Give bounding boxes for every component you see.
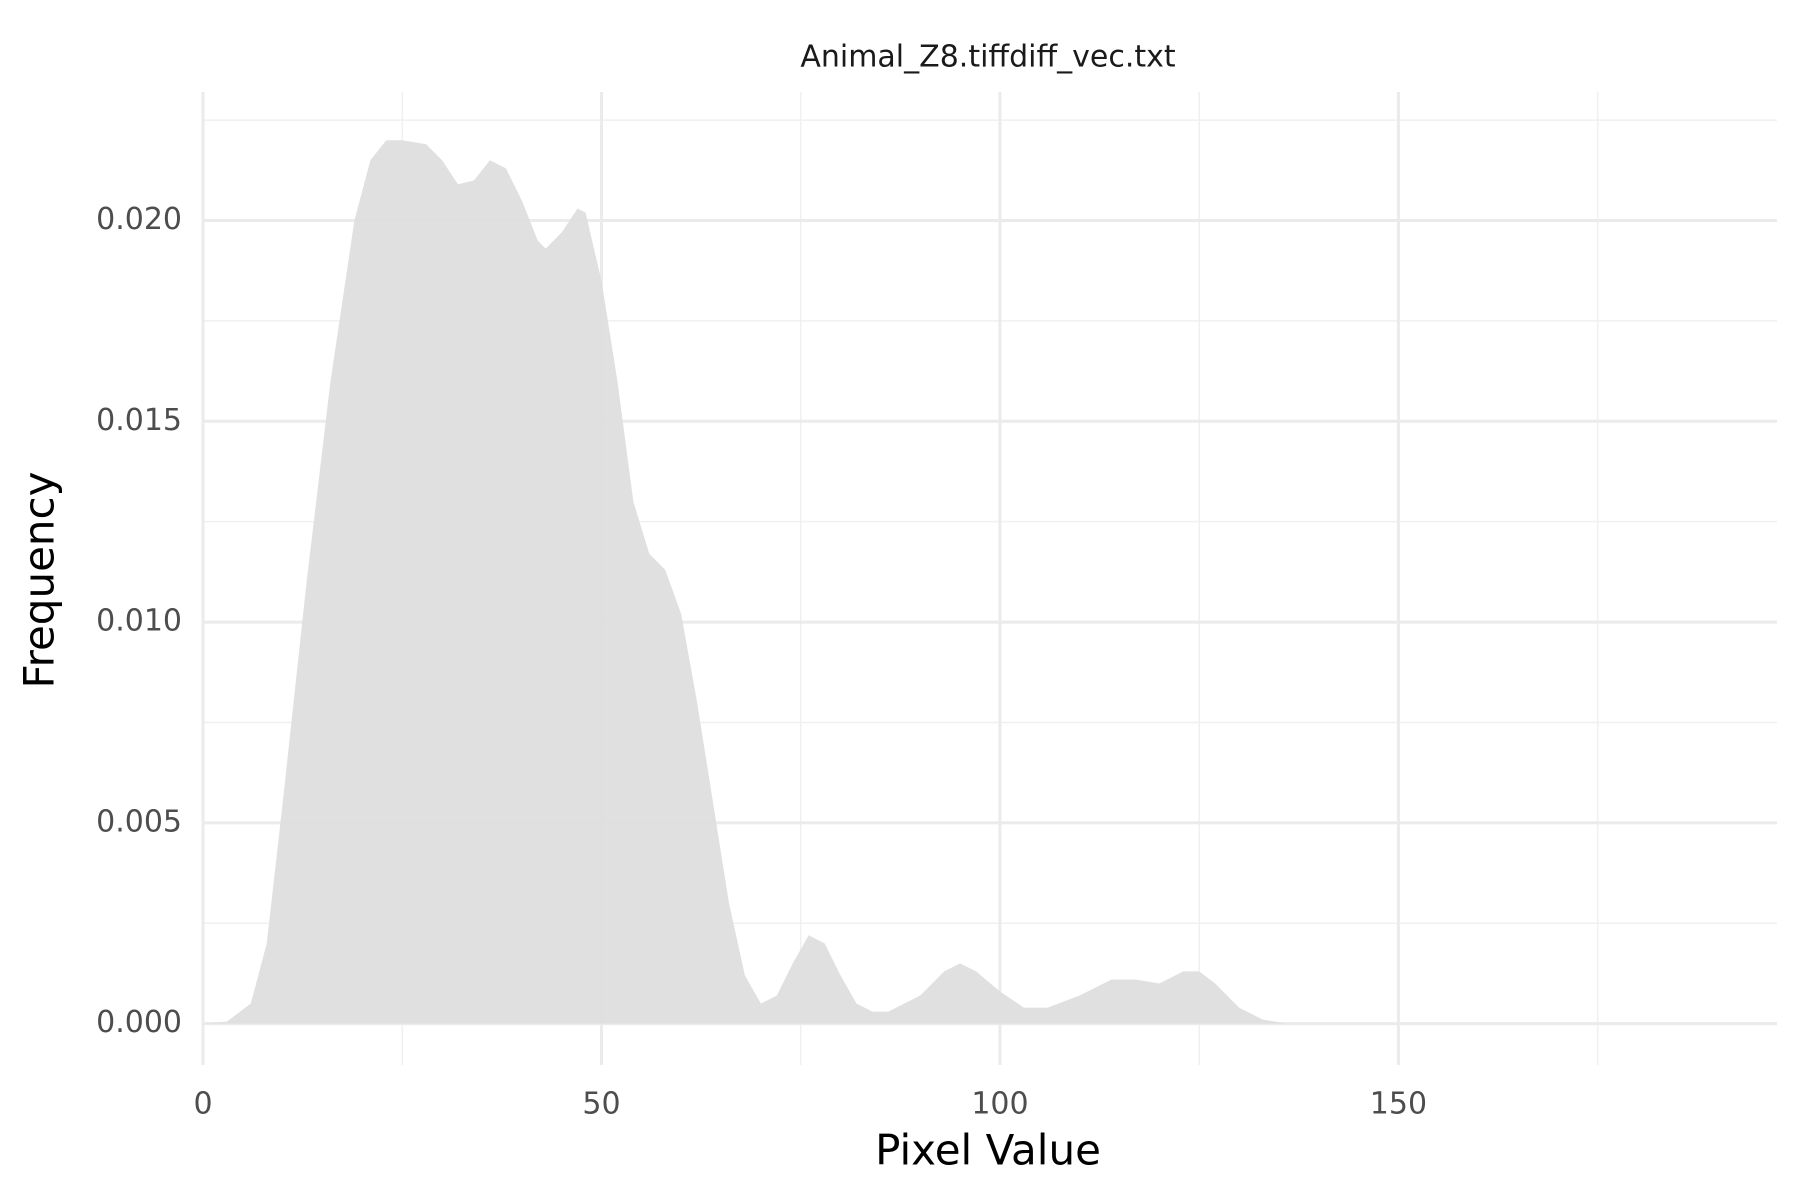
y-tick-label: 0.020 (96, 202, 182, 237)
density-area (203, 140, 1774, 1024)
y-tick-label: 0.010 (96, 604, 182, 639)
x-tick-label: 100 (971, 1087, 1028, 1122)
chart-title: Animal_Z8.tiffdiff_vec.txt (800, 40, 1176, 75)
x-tick-label: 0 (193, 1087, 212, 1122)
x-tick-label: 50 (582, 1087, 620, 1122)
x-axis-label: Pixel Value (875, 1126, 1101, 1175)
x-tick-label: 150 (1370, 1087, 1427, 1122)
y-axis-label: Frequency (15, 472, 64, 689)
y-tick-label: 0.000 (96, 1005, 182, 1040)
y-tick-label: 0.005 (96, 804, 182, 839)
y-tick-label: 0.015 (96, 403, 182, 438)
